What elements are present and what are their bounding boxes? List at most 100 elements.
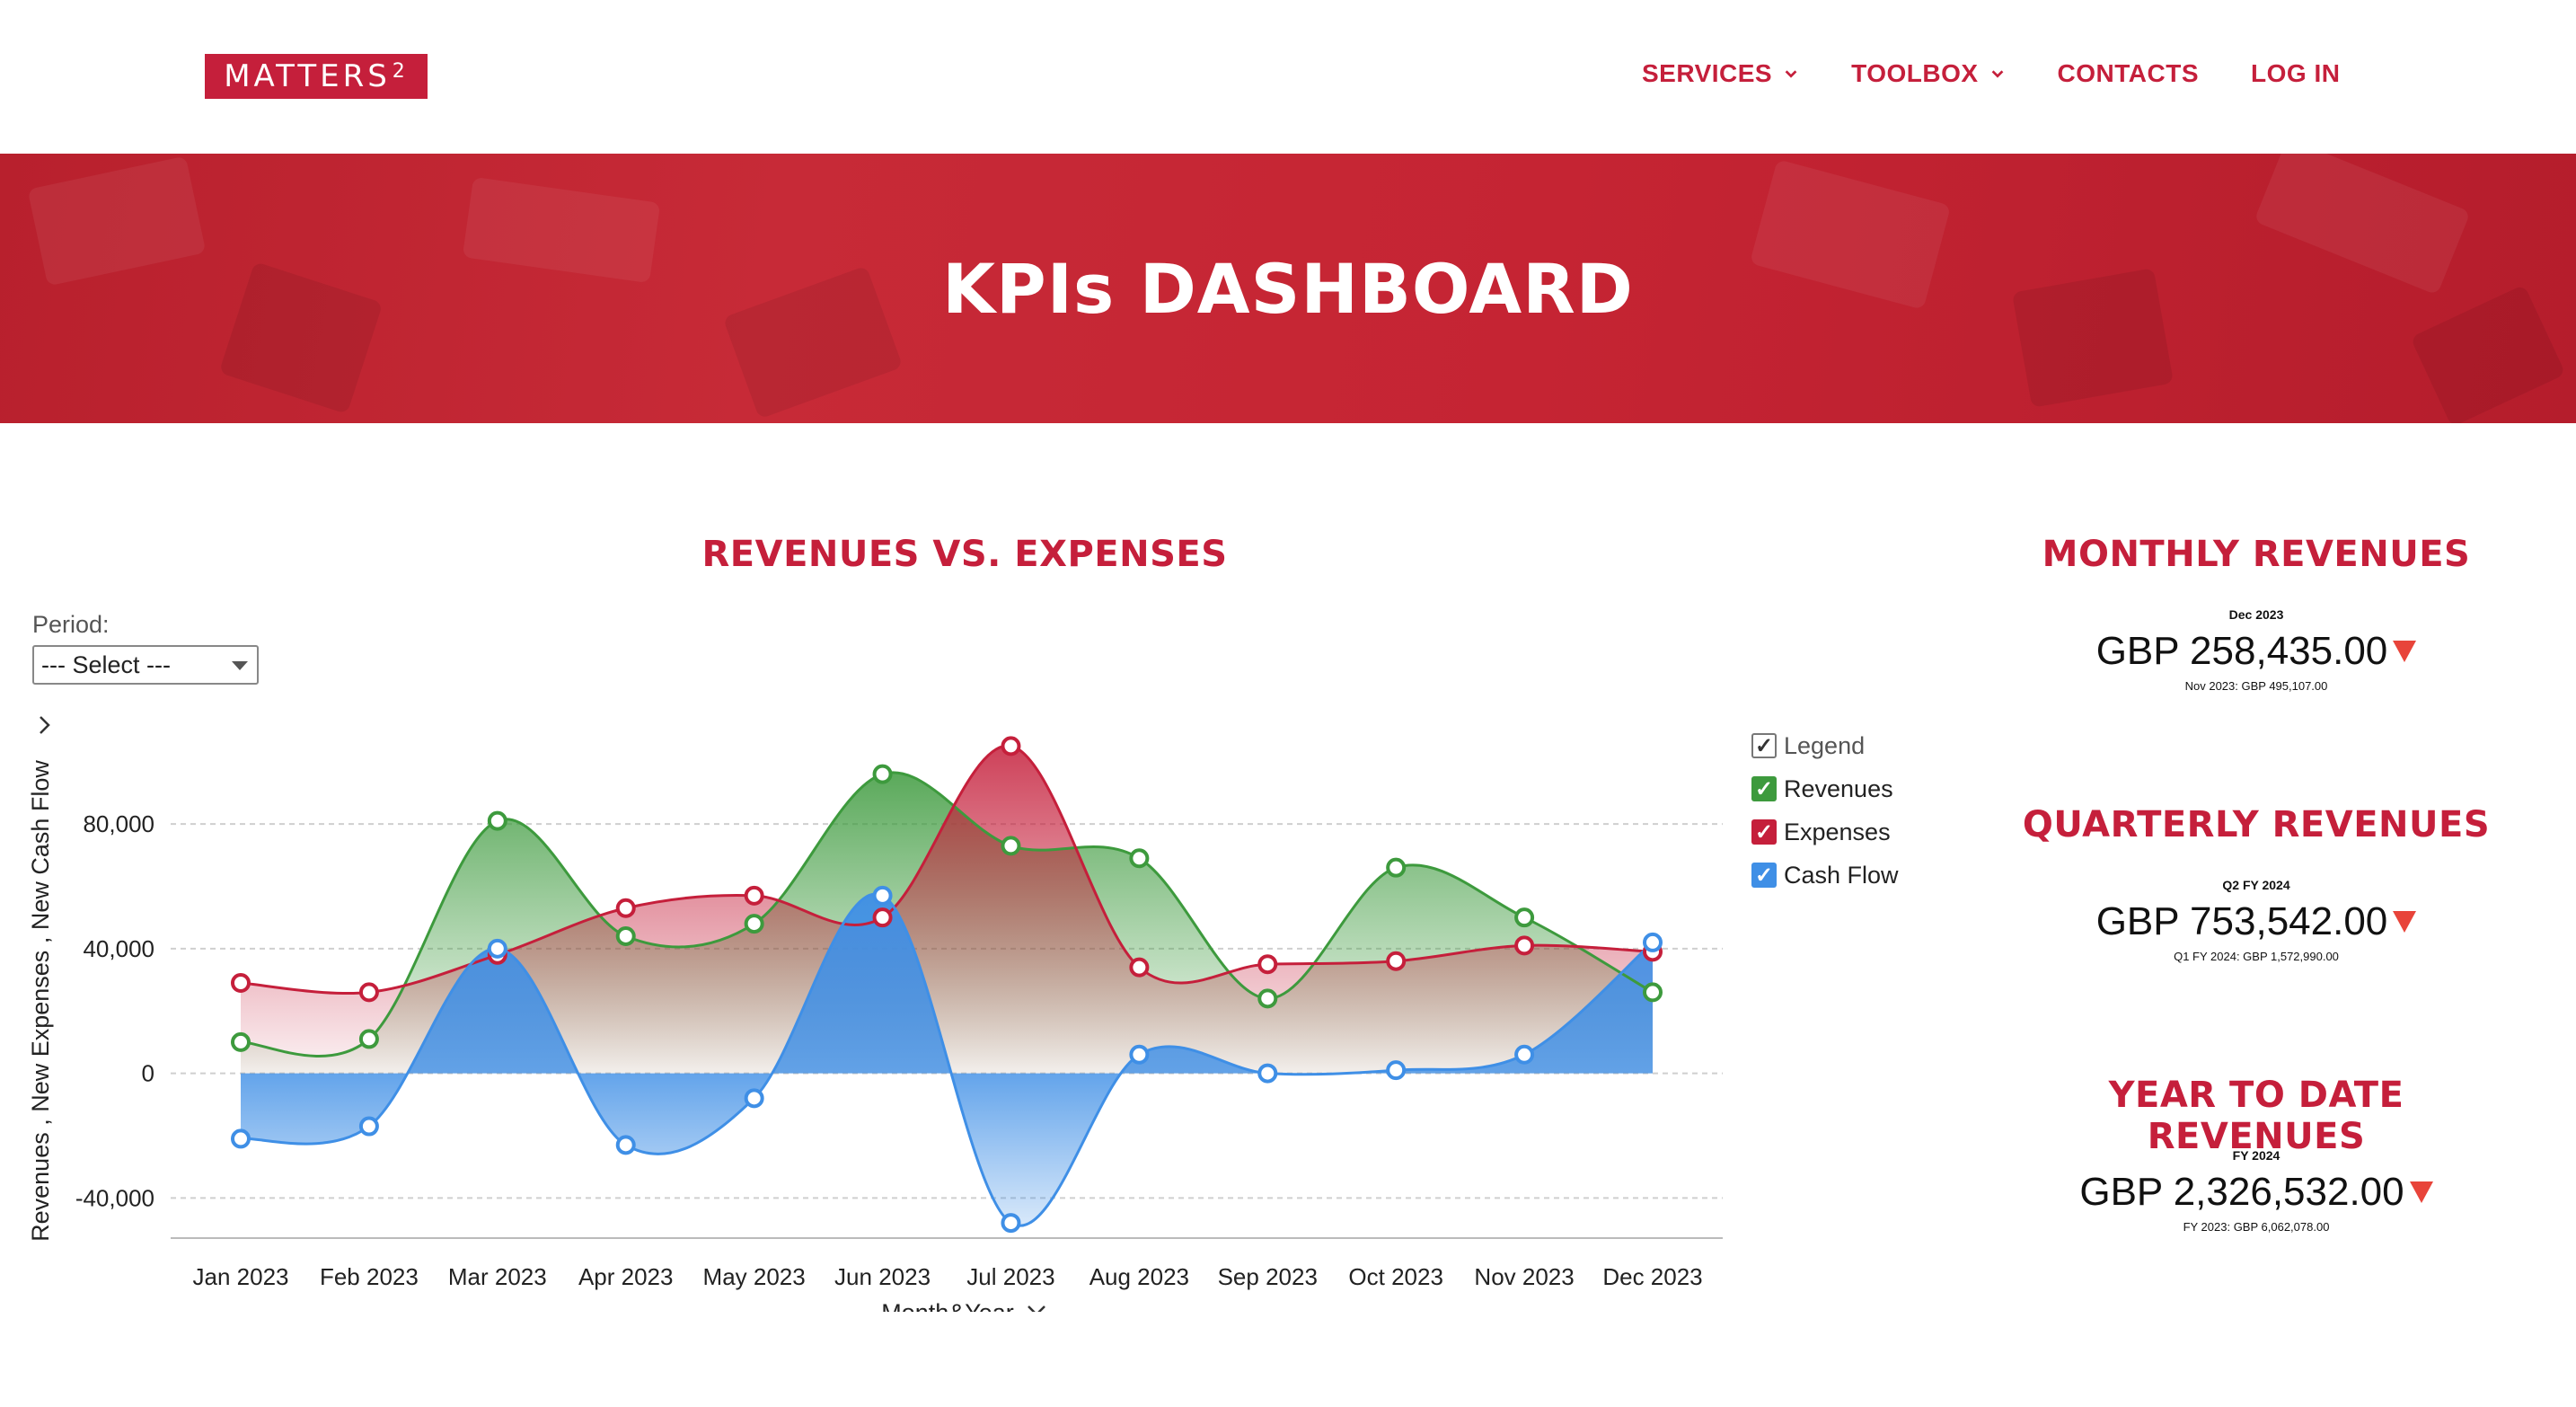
- revenues-point: [1001, 836, 1021, 856]
- x-tick-label: Mar 2023: [448, 1263, 547, 1290]
- revenues-expenses-chart: -40,000 0 40,000 80,000 Jan 2023 Feb 2023 Mar …: [27, 716, 1723, 1312]
- nav-toolbox[interactable]: TOOLBOX: [1851, 59, 2005, 88]
- nav-contacts[interactable]: CONTACTS: [2058, 59, 2199, 88]
- chevron-down-icon: [1028, 1305, 1045, 1312]
- y-tick-label: 0: [142, 1060, 154, 1087]
- legend-label-expenses: Expenses: [1784, 818, 1891, 845]
- revenues-point: [1257, 988, 1278, 1009]
- cash-flow-point: [1257, 1063, 1278, 1084]
- revenues-point: [1386, 857, 1407, 878]
- hero-banner: KPIs DASHBOARD: [0, 154, 2576, 423]
- y-axis-label: Revenues , New Expenses , New Cash Flow: [27, 760, 54, 1242]
- x-tick-label: Jun 2023: [834, 1263, 931, 1290]
- cash-flow-point: [487, 938, 507, 959]
- y-tick-label: 80,000: [83, 810, 154, 837]
- main-nav: SERVICES TOOLBOX CONTACTS LOG IN: [1642, 59, 2340, 88]
- x-tick-label: Apr 2023: [578, 1263, 674, 1290]
- nav-log-in[interactable]: LOG IN: [2251, 59, 2340, 88]
- checkbox-icon: ✓: [1751, 733, 1777, 758]
- x-tick-label: Sep 2023: [1218, 1263, 1318, 1290]
- revenues-point: [872, 764, 893, 784]
- expenses-point: [744, 885, 764, 906]
- chevron-down-icon: [1785, 70, 1797, 78]
- legend-item-cash-flow[interactable]: ✓ Cash Flow: [1751, 854, 1899, 897]
- kpi-value-text: GBP 258,435.00: [2095, 629, 2388, 673]
- y-tick-label: 40,000: [83, 935, 154, 962]
- x-tick-label: Nov 2023: [1474, 1263, 1574, 1290]
- kpi-title-ytd: YEAR TO DATE REVENUES: [2108, 1075, 2404, 1157]
- logo-text: MATTERS: [224, 58, 391, 94]
- kpi-value-text: GBP 2,326,532.00: [2079, 1170, 2404, 1214]
- trend-down-icon: [2393, 641, 2417, 662]
- expenses-point: [1129, 957, 1150, 978]
- kpi-title-monthly: MONTHLY REVENUES: [2042, 534, 2471, 575]
- revenues-point: [487, 810, 507, 831]
- x-tick-label: Jul 2023: [966, 1263, 1054, 1290]
- kpi-previous: FY 2023: GBP 6,062,078.00: [2183, 1220, 2330, 1234]
- nav-toolbox-label: TOOLBOX: [1851, 59, 1979, 87]
- top-navigation-bar: MATTERS 2 SERVICES TOOLBOX CONTACTS LOG I…: [0, 0, 2576, 154]
- kpi-previous: Q1 FY 2024: GBP 1,572,990.00: [2174, 950, 2339, 963]
- x-axis-label: Month&Year: [881, 1299, 1014, 1312]
- checkbox-icon: ✓: [1751, 863, 1777, 888]
- matters-logo[interactable]: MATTERS 2: [205, 54, 428, 99]
- kpi-value: GBP 258,435.00: [2003, 629, 2510, 674]
- nav-services[interactable]: SERVICES: [1642, 59, 1799, 88]
- kpi-value: GBP 2,326,532.00: [2003, 1170, 2510, 1215]
- cash-flow-point: [358, 1116, 379, 1137]
- revenues-point: [1129, 848, 1150, 869]
- kpi-title-quarterly: QUARTERLY REVENUES: [2022, 804, 2491, 845]
- x-tick-label: Jan 2023: [193, 1263, 289, 1290]
- revenues-point: [1514, 907, 1535, 928]
- expenses-point: [1257, 954, 1278, 975]
- legend-item-revenues[interactable]: ✓ Revenues: [1751, 767, 1899, 810]
- revenues-point: [231, 1031, 251, 1052]
- kpi-value: GBP 753,542.00: [2003, 899, 2510, 944]
- x-tick-label: Aug 2023: [1090, 1263, 1189, 1290]
- nav-services-label: SERVICES: [1642, 59, 1773, 87]
- page-title: KPIs DASHBOARD: [942, 248, 1634, 329]
- cash-flow-point: [615, 1135, 636, 1155]
- period-select[interactable]: --- Select ---: [32, 645, 259, 685]
- revenues-point: [615, 925, 636, 946]
- expenses-point: [1514, 935, 1535, 956]
- nav-contacts-label: CONTACTS: [2057, 59, 2199, 87]
- period-label: Period:: [32, 611, 110, 638]
- legend-item-expenses[interactable]: ✓ Expenses: [1751, 810, 1899, 854]
- y-tick-label: -40,000: [75, 1184, 154, 1211]
- cash-flow-point: [744, 1088, 764, 1109]
- expenses-point: [1386, 951, 1407, 971]
- checkbox-icon: ✓: [1751, 819, 1777, 845]
- kpi-monthly: Dec 2023 GBP 258,435.00 Nov 2023: GBP 49…: [2003, 607, 2510, 693]
- expenses-point: [872, 907, 893, 928]
- legend-label-cash-flow: Cash Flow: [1784, 861, 1899, 889]
- kpi-period: Q2 FY 2024: [2222, 878, 2290, 892]
- x-tick-label: Oct 2023: [1348, 1263, 1443, 1290]
- nav-log-in-label: LOG IN: [2251, 59, 2341, 87]
- cash-flow-point: [231, 1128, 251, 1149]
- chevron-down-icon: [1991, 70, 2003, 78]
- legend-label-revenues: Revenues: [1784, 774, 1893, 802]
- x-tick-label: May 2023: [703, 1263, 806, 1290]
- dropdown-arrow-icon: [232, 661, 248, 670]
- expenses-point: [358, 982, 379, 1003]
- kpi-value-text: GBP 753,542.00: [2095, 899, 2388, 943]
- kpi-period: Dec 2023: [2228, 607, 2284, 622]
- cash-flow-point: [1514, 1044, 1535, 1065]
- kpi-period: FY 2024: [2232, 1148, 2280, 1163]
- chart-legend: ✓ Legend ✓ Revenues ✓ Expenses ✓ Cash Fl…: [1751, 724, 1899, 897]
- expenses-area: [241, 746, 1653, 1074]
- cash-flow-point: [1643, 932, 1663, 952]
- kpi-previous: Nov 2023: GBP 495,107.00: [2184, 679, 2328, 693]
- expenses-point: [1001, 736, 1021, 757]
- trend-down-icon: [2393, 911, 2417, 933]
- trend-down-icon: [2409, 1181, 2433, 1203]
- revenues-point: [358, 1029, 379, 1049]
- chevron-right-icon: [40, 716, 50, 734]
- chart-title: REVENUES VS. EXPENSES: [701, 534, 1228, 575]
- period-select-value: --- Select ---: [41, 650, 171, 678]
- cash-flow-point: [1001, 1213, 1021, 1234]
- revenues-point: [1643, 982, 1663, 1003]
- legend-toggle[interactable]: ✓ Legend: [1751, 724, 1899, 767]
- cash-flow-point: [1386, 1060, 1407, 1081]
